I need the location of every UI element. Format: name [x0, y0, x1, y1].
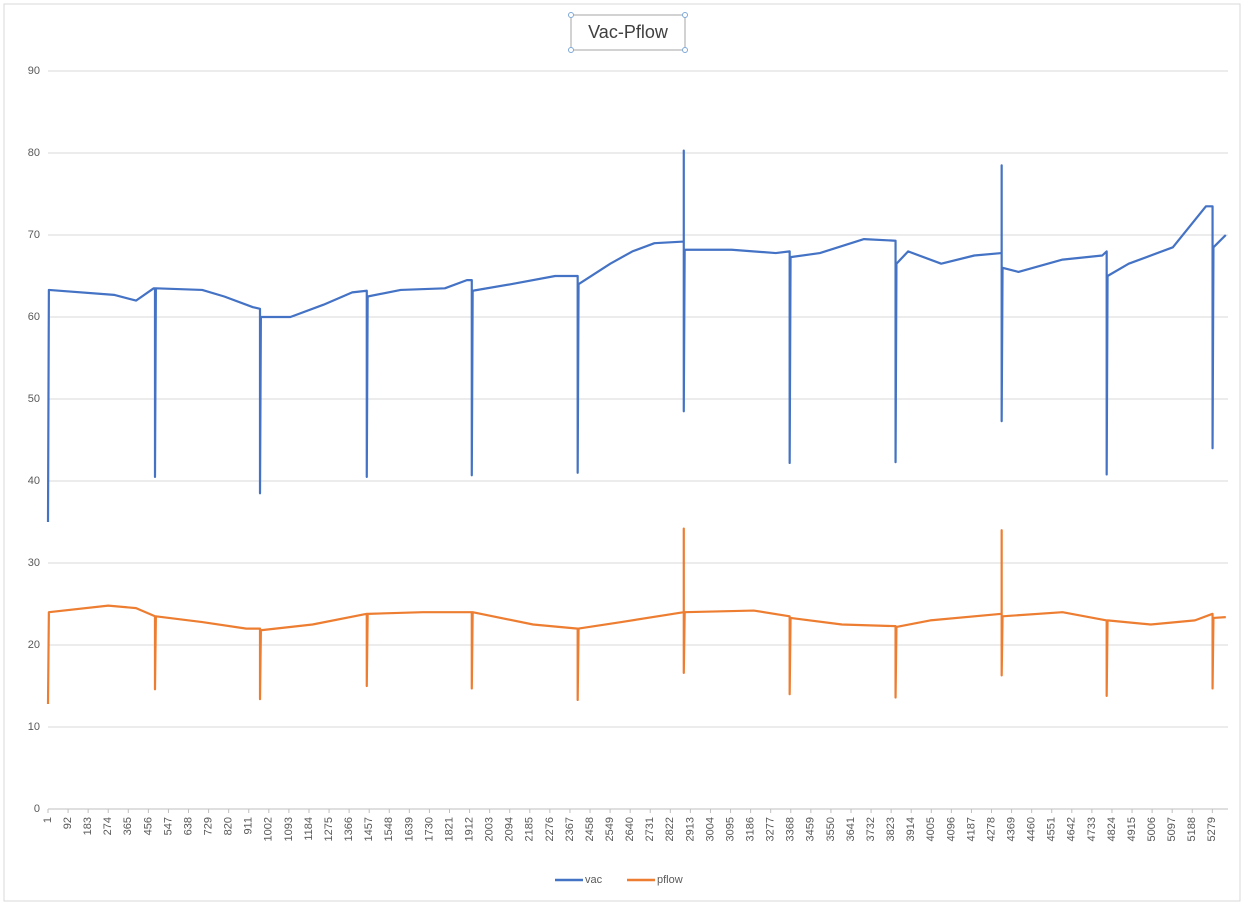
y-tick-label: 20 — [28, 639, 40, 651]
y-tick-label: 90 — [28, 65, 40, 77]
x-tick-label: 820 — [223, 817, 235, 835]
x-tick-label: 4915 — [1126, 817, 1138, 841]
legend-label: vac — [585, 874, 603, 886]
y-tick-label: 40 — [28, 475, 40, 487]
x-tick-label: 1548 — [383, 817, 395, 841]
x-tick-label: 2913 — [684, 817, 696, 841]
x-tick-label: 4005 — [925, 817, 937, 841]
x-tick-label: 911 — [243, 817, 255, 835]
x-tick-label: 2822 — [664, 817, 676, 841]
x-tick-label: 1002 — [263, 817, 275, 841]
x-tick-label: 1093 — [283, 817, 295, 841]
x-tick-label: 1457 — [363, 817, 375, 841]
series-line — [46, 149, 1227, 523]
chart-title: Vac-Pflow — [588, 22, 669, 42]
x-tick-label: 4551 — [1046, 817, 1058, 841]
y-tick-label: 10 — [28, 721, 40, 733]
x-tick-label: 3186 — [745, 817, 757, 841]
x-tick-label: 3459 — [805, 817, 817, 841]
x-tick-label: 3550 — [825, 817, 837, 841]
x-tick-label: 2367 — [564, 817, 576, 841]
x-tick-label: 1366 — [343, 817, 355, 841]
x-tick-label: 4824 — [1106, 817, 1118, 841]
x-tick-label: 3368 — [785, 817, 797, 841]
x-tick-label: 1639 — [403, 817, 415, 841]
x-tick-label: 2185 — [524, 817, 536, 841]
x-tick-label: 3095 — [724, 817, 736, 841]
x-tick-label: 2549 — [604, 817, 616, 841]
x-tick-label: 3277 — [765, 817, 777, 841]
x-tick-label: 92 — [62, 817, 74, 829]
x-tick-label: 4187 — [965, 817, 977, 841]
x-tick-label: 3823 — [885, 817, 897, 841]
y-tick-label: 70 — [28, 229, 40, 241]
x-tick-label: 4278 — [985, 817, 997, 841]
series-line — [46, 527, 1226, 705]
x-tick-label: 2094 — [504, 817, 516, 841]
x-tick-label: 3641 — [845, 817, 857, 841]
x-tick-label: 1730 — [423, 817, 435, 841]
x-tick-label: 4733 — [1086, 817, 1098, 841]
x-tick-label: 2731 — [644, 817, 656, 841]
x-tick-label: 1 — [42, 817, 54, 823]
x-tick-label: 547 — [162, 817, 174, 835]
x-tick-label: 1275 — [323, 817, 335, 841]
x-tick-label: 5279 — [1206, 817, 1218, 841]
x-tick-label: 638 — [182, 817, 194, 835]
x-tick-label: 2458 — [584, 817, 596, 841]
x-tick-label: 456 — [142, 817, 154, 835]
x-tick-label: 5006 — [1146, 817, 1158, 841]
y-tick-label: 30 — [28, 557, 40, 569]
x-tick-label: 2003 — [484, 817, 496, 841]
x-tick-label: 274 — [102, 817, 114, 835]
x-tick-label: 3732 — [865, 817, 877, 841]
x-tick-label: 4369 — [1005, 817, 1017, 841]
x-tick-label: 3004 — [704, 817, 716, 841]
x-tick-label: 2640 — [624, 817, 636, 841]
legend-label: pflow — [657, 874, 683, 886]
x-tick-label: 1912 — [463, 817, 475, 841]
y-tick-label: 80 — [28, 147, 40, 159]
x-tick-label: 1821 — [443, 817, 455, 841]
x-tick-label: 365 — [122, 817, 134, 835]
x-tick-label: 4096 — [945, 817, 957, 841]
x-tick-label: 5097 — [1166, 817, 1178, 841]
title-box[interactable] — [570, 14, 686, 51]
x-tick-label: 4642 — [1066, 817, 1078, 841]
chart-border — [3, 3, 1241, 902]
x-tick-label: 5188 — [1186, 817, 1198, 841]
x-tick-label: 1184 — [303, 817, 315, 841]
x-tick-label: 3914 — [905, 817, 917, 841]
selection-handles — [568, 12, 688, 53]
x-tick-label: 2276 — [544, 817, 556, 841]
x-tick-label: 4460 — [1026, 817, 1038, 841]
x-tick-label: 183 — [82, 817, 94, 835]
y-tick-label: 0 — [34, 803, 40, 815]
x-tick-label: 729 — [203, 817, 215, 835]
y-tick-label: 50 — [28, 393, 40, 405]
y-tick-label: 60 — [28, 311, 40, 323]
